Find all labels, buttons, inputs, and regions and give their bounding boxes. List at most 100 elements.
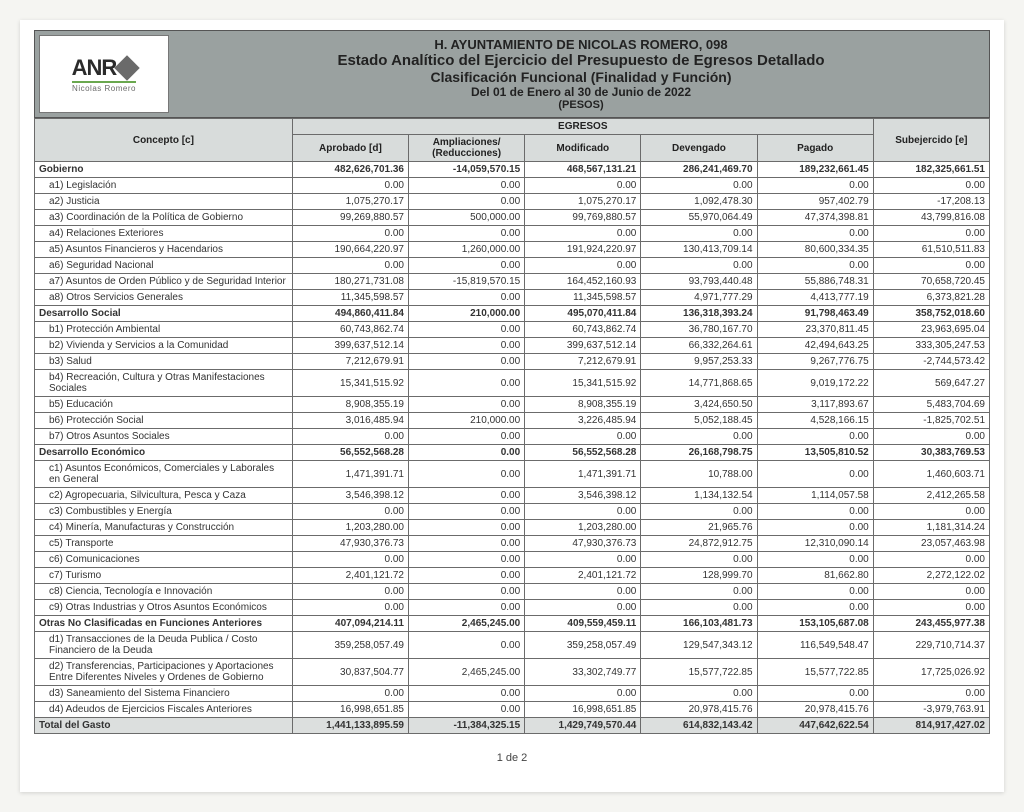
cell-value: 182,325,661.51 <box>873 162 989 178</box>
cell-value: 0.00 <box>525 429 641 445</box>
row-label: b4) Recreación, Cultura y Otras Manifest… <box>35 370 293 397</box>
cell-value: 128,999.70 <box>641 568 757 584</box>
cell-value: 4,528,166.15 <box>757 413 873 429</box>
cell-value: 11,345,598.57 <box>525 290 641 306</box>
table-row: b3) Salud7,212,679.910.007,212,679.919,9… <box>35 354 990 370</box>
table-row: c9) Otras Industrias y Otros Asuntos Eco… <box>35 600 990 616</box>
row-label: c2) Agropecuaria, Silvicultura, Pesca y … <box>35 488 293 504</box>
cell-value: 0.00 <box>873 600 989 616</box>
cell-value: 1,203,280.00 <box>525 520 641 536</box>
cell-value: 0.00 <box>409 488 525 504</box>
cell-value: 0.00 <box>292 429 408 445</box>
cell-value: 0.00 <box>757 600 873 616</box>
cell-value: 0.00 <box>757 520 873 536</box>
cell-value: 60,743,862.74 <box>292 322 408 338</box>
cell-value: 14,771,868.65 <box>641 370 757 397</box>
cell-value: 0.00 <box>292 258 408 274</box>
cell-value: -11,384,325.15 <box>409 718 525 734</box>
cell-value: 81,662.80 <box>757 568 873 584</box>
table-row: Gobierno482,626,701.36-14,059,570.15468,… <box>35 162 990 178</box>
table-row: c6) Comunicaciones0.000.000.000.000.000.… <box>35 552 990 568</box>
cell-value: 0.00 <box>641 258 757 274</box>
cell-value: 0.00 <box>757 686 873 702</box>
cell-value: 0.00 <box>873 429 989 445</box>
cell-value: 30,837,504.77 <box>292 659 408 686</box>
cell-value: 0.00 <box>409 194 525 210</box>
cell-value: 99,269,880.57 <box>292 210 408 226</box>
row-label: Desarrollo Social <box>35 306 293 322</box>
cell-value: 0.00 <box>409 354 525 370</box>
cell-value: 0.00 <box>292 178 408 194</box>
cell-value: 0.00 <box>757 504 873 520</box>
cell-value: 0.00 <box>409 290 525 306</box>
table-row: Desarrollo Económico56,552,568.280.0056,… <box>35 445 990 461</box>
cell-value: 3,016,485.94 <box>292 413 408 429</box>
cell-value: 2,401,121.72 <box>292 568 408 584</box>
cell-value: 1,471,391.71 <box>525 461 641 488</box>
report-title: Estado Analítico del Ejercicio del Presu… <box>177 52 985 69</box>
row-label: Gobierno <box>35 162 293 178</box>
row-label: a7) Asuntos de Orden Público y de Seguri… <box>35 274 293 290</box>
cell-value: 33,302,749.77 <box>525 659 641 686</box>
row-label: d1) Transacciones de la Deuda Publica / … <box>35 632 293 659</box>
cell-value: 9,957,253.33 <box>641 354 757 370</box>
cell-value: 1,181,314.24 <box>873 520 989 536</box>
cell-value: 3,424,650.50 <box>641 397 757 413</box>
cell-value: 3,117,893.67 <box>757 397 873 413</box>
cell-value: 0.00 <box>873 226 989 242</box>
cell-value: -3,979,763.91 <box>873 702 989 718</box>
table-row: d3) Saneamiento del Sistema Financiero0.… <box>35 686 990 702</box>
page-number: 1 de 2 <box>34 734 990 764</box>
cell-value: 814,917,427.02 <box>873 718 989 734</box>
report-subtitle: Clasificación Funcional (Finalidad y Fun… <box>177 69 985 85</box>
table-row: b2) Vivienda y Servicios a la Comunidad3… <box>35 338 990 354</box>
row-label: a8) Otros Servicios Generales <box>35 290 293 306</box>
row-label: d4) Adeudos de Ejercicios Fiscales Anter… <box>35 702 293 718</box>
cell-value: 1,260,000.00 <box>409 242 525 258</box>
cell-value: 0.00 <box>292 686 408 702</box>
table-row: d4) Adeudos de Ejercicios Fiscales Anter… <box>35 702 990 718</box>
cell-value: 129,547,343.12 <box>641 632 757 659</box>
row-label: b3) Salud <box>35 354 293 370</box>
cell-value: 359,258,057.49 <box>525 632 641 659</box>
table-row: a1) Legislación0.000.000.000.000.000.00 <box>35 178 990 194</box>
cell-value: 0.00 <box>292 584 408 600</box>
cell-value: 0.00 <box>409 702 525 718</box>
table-row: b5) Educación8,908,355.190.008,908,355.1… <box>35 397 990 413</box>
cell-value: 1,134,132.54 <box>641 488 757 504</box>
cell-value: 20,978,415.76 <box>757 702 873 718</box>
cell-value: 55,970,064.49 <box>641 210 757 226</box>
cell-value: 23,370,811.45 <box>757 322 873 338</box>
row-label: c9) Otras Industrias y Otros Asuntos Eco… <box>35 600 293 616</box>
cell-value: 0.00 <box>409 226 525 242</box>
cell-value: 0.00 <box>409 600 525 616</box>
cell-value: 1,092,478.30 <box>641 194 757 210</box>
cell-value: 0.00 <box>409 686 525 702</box>
table-row: b7) Otros Asuntos Sociales0.000.000.000.… <box>35 429 990 445</box>
row-label: c1) Asuntos Económicos, Comerciales y La… <box>35 461 293 488</box>
cell-value: 0.00 <box>409 504 525 520</box>
org-logo: ANR Nicolas Romero <box>39 35 169 113</box>
cell-value: 130,413,709.14 <box>641 242 757 258</box>
cell-value: 99,769,880.57 <box>525 210 641 226</box>
cell-value: 1,114,057.58 <box>757 488 873 504</box>
row-label: c8) Ciencia, Tecnología e Innovación <box>35 584 293 600</box>
row-label: Desarrollo Económico <box>35 445 293 461</box>
cell-value: 6,373,821.28 <box>873 290 989 306</box>
cell-value: 0.00 <box>409 568 525 584</box>
cell-value: 3,546,398.12 <box>292 488 408 504</box>
cell-value: 23,057,463.98 <box>873 536 989 552</box>
col-egresos: EGRESOS <box>292 119 873 135</box>
cell-value: 8,908,355.19 <box>292 397 408 413</box>
cell-value: 0.00 <box>757 258 873 274</box>
row-label: c3) Combustibles y Energía <box>35 504 293 520</box>
cell-value: 60,743,862.74 <box>525 322 641 338</box>
cell-value: 0.00 <box>641 686 757 702</box>
col-devengado: Devengado <box>641 135 757 162</box>
row-label: b1) Protección Ambiental <box>35 322 293 338</box>
report-units: (PESOS) <box>177 99 985 111</box>
cell-value: 11,345,598.57 <box>292 290 408 306</box>
cell-value: 482,626,701.36 <box>292 162 408 178</box>
cell-value: 15,577,722.85 <box>641 659 757 686</box>
cell-value: 0.00 <box>409 338 525 354</box>
